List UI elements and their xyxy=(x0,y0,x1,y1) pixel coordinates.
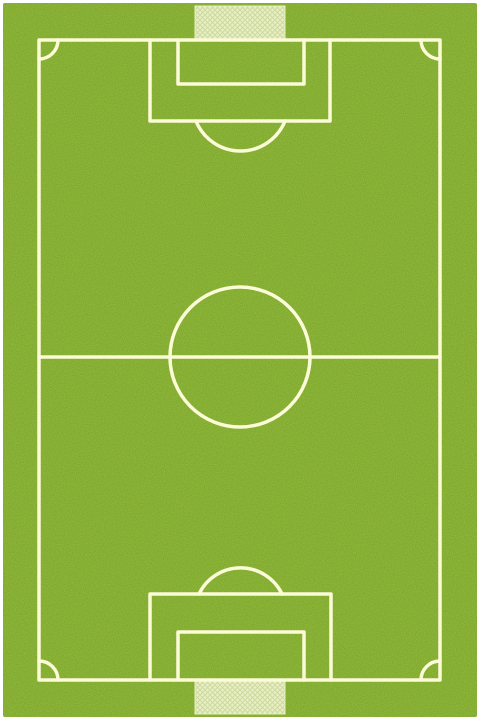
top-goal-area xyxy=(176,38,306,86)
bottom-penalty-arc xyxy=(197,566,284,596)
corner-arc-bottom-right xyxy=(419,659,442,682)
center-circle xyxy=(168,285,312,429)
corner-arc-bottom-left xyxy=(37,659,60,682)
bottom-goal-area xyxy=(176,630,306,682)
corner-arc-top-right xyxy=(419,38,442,61)
bottom-goal-net xyxy=(194,679,286,715)
top-penalty-arc xyxy=(194,119,287,153)
touchline-boundary xyxy=(37,38,442,682)
top-penalty-area xyxy=(148,38,332,123)
top-goal-net xyxy=(194,5,286,41)
carpet-texture xyxy=(3,3,477,717)
corner-arc-top-left xyxy=(37,38,60,61)
bottom-penalty-area xyxy=(148,592,333,682)
